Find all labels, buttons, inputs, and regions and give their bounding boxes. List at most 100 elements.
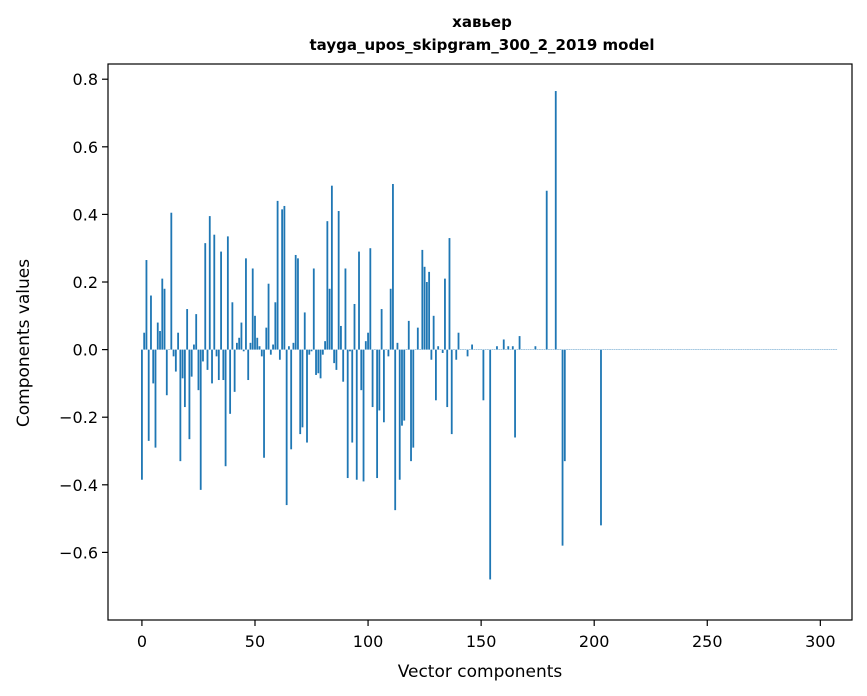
bar-69 (297, 258, 299, 350)
bar-61 (278, 349, 281, 360)
bar-56 (267, 283, 270, 350)
bar-19 (183, 349, 186, 408)
bar-183 (554, 91, 557, 350)
bar-90 (344, 268, 347, 350)
bar-33 (215, 349, 218, 357)
bar-66 (290, 349, 293, 450)
bar-133 (441, 349, 444, 353)
x-tick-label: 300 (805, 632, 836, 651)
bar-49 (251, 268, 254, 350)
bar-165 (514, 349, 516, 438)
chart-title-line2: tayga_upos_skipgram_300_2_2019 model (310, 36, 655, 54)
bar-98 (362, 349, 365, 482)
bar-186 (561, 349, 564, 546)
bar-59 (274, 302, 277, 350)
y-tick-label: −0.6 (59, 543, 98, 562)
bar-65 (288, 346, 290, 350)
bar-26 (199, 349, 202, 490)
bar-126 (425, 282, 428, 350)
bar-5 (152, 349, 155, 384)
bar-62 (281, 209, 284, 350)
bar-21 (188, 349, 191, 440)
bar-91 (346, 349, 349, 479)
bar-144 (466, 349, 469, 357)
bar-1 (143, 332, 146, 350)
bar-11 (165, 349, 168, 396)
bar-162 (507, 346, 510, 350)
bar-7 (156, 322, 159, 350)
bar-22 (190, 349, 193, 377)
bar-34 (217, 349, 220, 381)
bar-129 (432, 315, 435, 350)
bar-60 (276, 200, 279, 350)
x-tick-label: 250 (692, 632, 723, 651)
bar-100 (367, 332, 369, 350)
bar-9 (161, 278, 164, 350)
bar-104 (376, 349, 379, 479)
bar-115 (401, 349, 403, 426)
y-tick-label: 0.2 (73, 273, 98, 292)
bar-57 (269, 349, 272, 355)
bar-119 (410, 349, 412, 462)
bar-76 (312, 268, 315, 350)
bar-44 (240, 322, 243, 350)
bar-157 (496, 346, 498, 350)
bar-122 (416, 327, 419, 350)
bar-106 (380, 309, 383, 350)
plot-frame (107, 63, 853, 621)
bar-74 (308, 349, 311, 355)
bar-41 (233, 349, 236, 392)
bar-137 (450, 349, 453, 435)
bar-77 (315, 349, 317, 375)
bar-25 (197, 349, 200, 391)
bar-203 (600, 349, 602, 526)
bar-71 (301, 349, 304, 428)
bar-118 (407, 320, 410, 350)
bar-135 (446, 349, 449, 408)
bar-47 (247, 349, 250, 381)
bar-97 (360, 349, 363, 391)
bar-39 (229, 349, 232, 414)
bar-42 (236, 342, 238, 350)
bar-54 (263, 349, 265, 458)
bar-38 (226, 236, 229, 350)
bar-86 (335, 349, 338, 370)
bar-83 (328, 288, 331, 350)
bar-187 (563, 349, 566, 462)
bar-37 (224, 349, 227, 467)
bar-109 (387, 349, 390, 357)
x-tick-label: 0 (137, 632, 147, 651)
bar-105 (378, 349, 381, 411)
bar-125 (423, 266, 426, 350)
bar-8 (159, 331, 161, 350)
bar-52 (258, 346, 261, 350)
bar-82 (326, 221, 329, 350)
bar-131 (437, 346, 440, 350)
bar-99 (364, 341, 367, 350)
bar-120 (412, 349, 415, 448)
bar-75 (310, 349, 313, 352)
x-axis: 0 50 100 150 200 250 300 (137, 620, 836, 651)
bar-17 (179, 349, 182, 462)
bar-140 (457, 332, 460, 350)
bar-36 (222, 349, 225, 381)
bar-111 (392, 183, 394, 350)
bar-84 (330, 185, 333, 350)
bar-81 (324, 341, 326, 350)
bar-87 (337, 211, 340, 350)
bars-group (141, 91, 838, 580)
bar-13 (170, 212, 173, 350)
bar-23 (193, 344, 195, 350)
bar-92 (349, 349, 351, 352)
bar-73 (306, 349, 308, 443)
y-tick-label: −0.4 (59, 476, 98, 495)
bar-3 (147, 349, 150, 441)
bar-93 (351, 349, 354, 443)
chart-title-line1: хавьер (452, 13, 512, 31)
bar-31 (211, 349, 213, 384)
bar-55 (265, 327, 268, 350)
bar-53 (260, 349, 263, 357)
x-axis-label: Vector components (398, 662, 563, 682)
bar-78 (317, 349, 320, 374)
